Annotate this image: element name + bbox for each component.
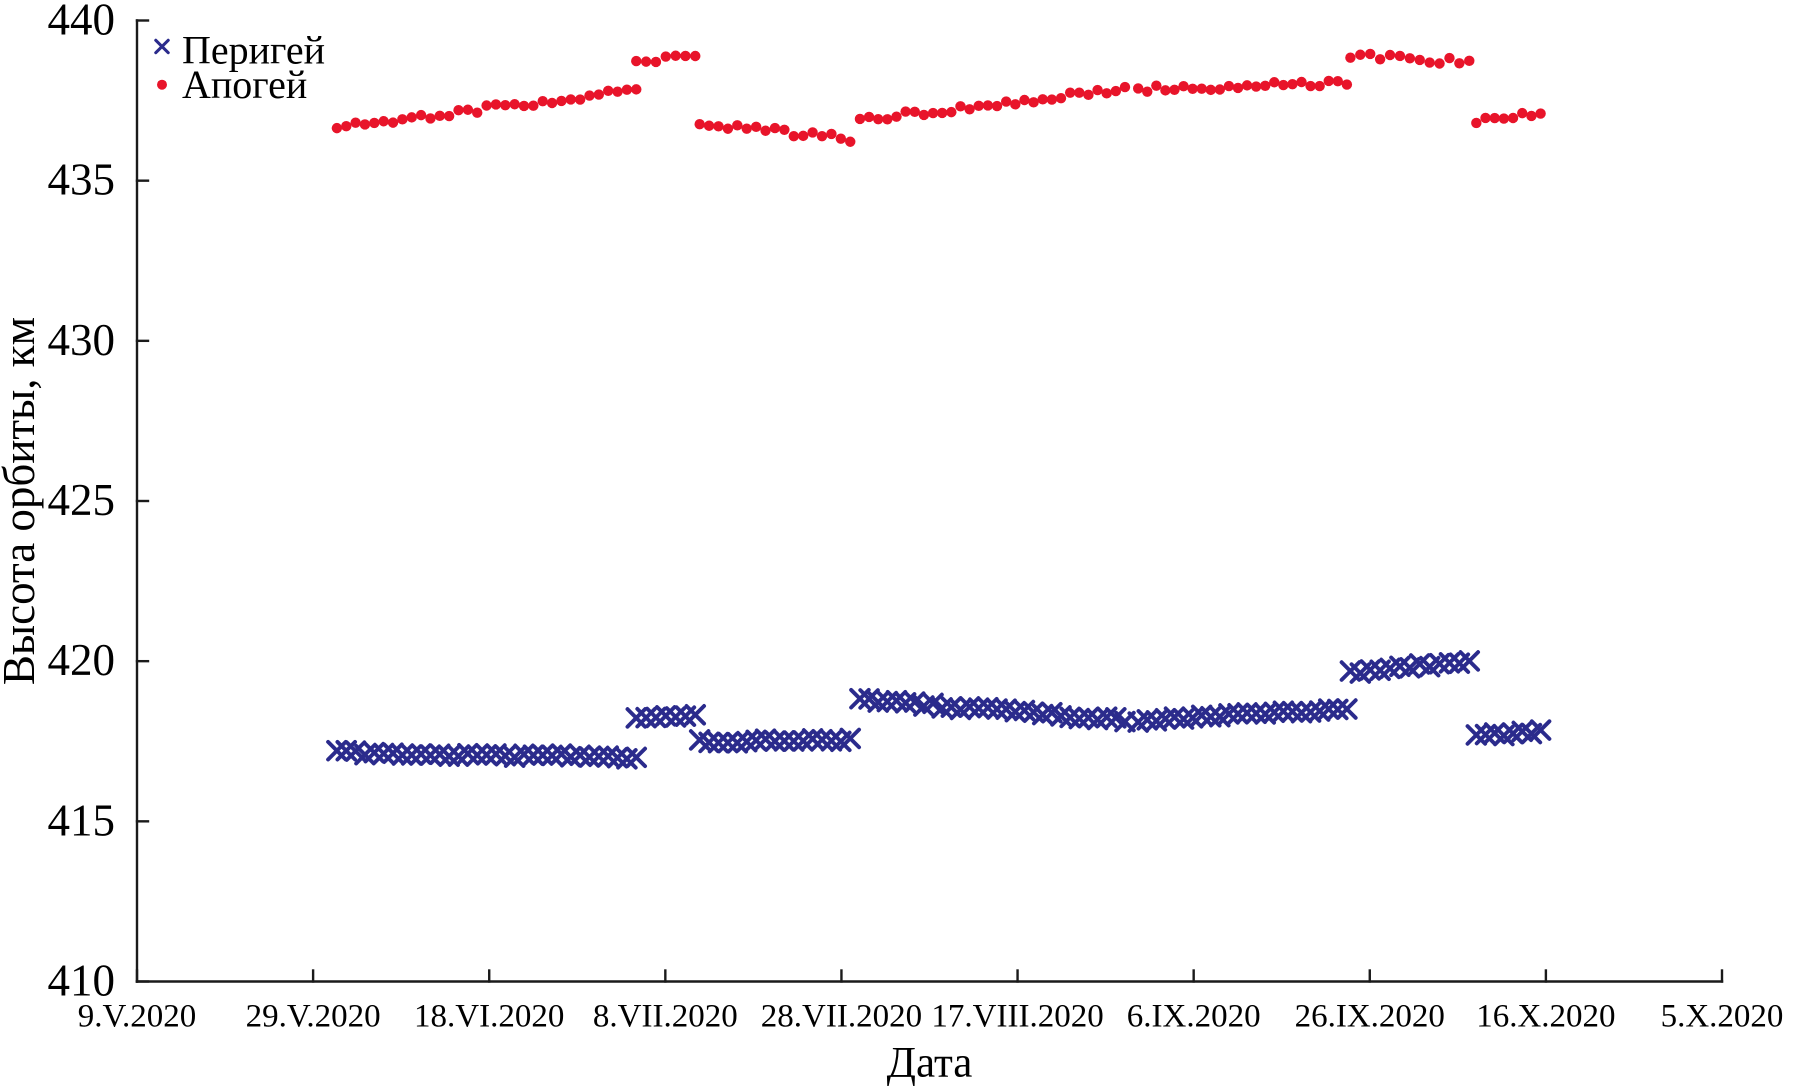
svg-text:5.X.2020: 5.X.2020 <box>1661 999 1784 1035</box>
svg-text:18.VI.2020: 18.VI.2020 <box>414 999 564 1035</box>
svg-text:16.X.2020: 16.X.2020 <box>1476 999 1615 1035</box>
svg-text:Апогей: Апогей <box>182 62 307 107</box>
svg-text:8.VII.2020: 8.VII.2020 <box>593 999 738 1035</box>
svg-text:Дата: Дата <box>887 1040 973 1087</box>
svg-text:440: 440 <box>48 0 116 45</box>
svg-text:Высота орбиты, км: Высота орбиты, км <box>0 317 44 685</box>
svg-text:28.VII.2020: 28.VII.2020 <box>761 999 922 1035</box>
svg-text:9.V.2020: 9.V.2020 <box>78 999 197 1035</box>
svg-text:6.IX.2020: 6.IX.2020 <box>1127 999 1261 1035</box>
svg-text:415: 415 <box>48 795 116 845</box>
svg-text:425: 425 <box>48 475 116 525</box>
svg-text:435: 435 <box>48 155 116 205</box>
svg-text:26.IX.2020: 26.IX.2020 <box>1295 999 1445 1035</box>
svg-text:420: 420 <box>48 635 116 685</box>
svg-text:17.VIII.2020: 17.VIII.2020 <box>931 999 1103 1035</box>
svg-text:29.V.2020: 29.V.2020 <box>246 999 381 1035</box>
svg-text:430: 430 <box>48 315 116 365</box>
